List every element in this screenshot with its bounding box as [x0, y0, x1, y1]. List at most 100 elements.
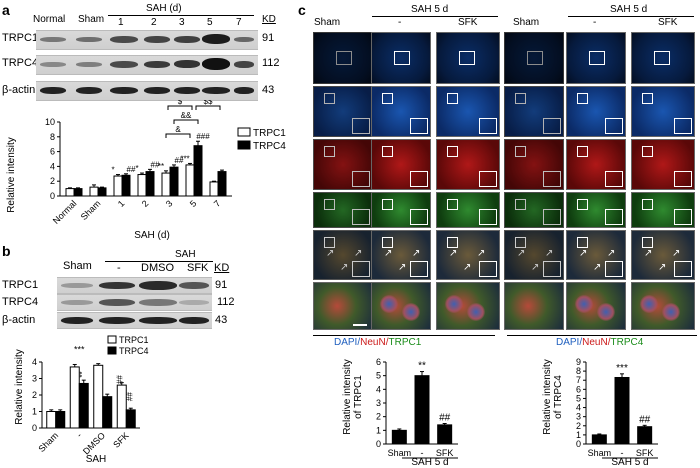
legend-swatch — [237, 127, 251, 137]
significance-mark: ** — [158, 162, 164, 171]
y-tick-label: 4 — [32, 357, 37, 367]
micrograph-neun — [631, 139, 695, 190]
bar — [209, 181, 219, 197]
inset-box — [410, 209, 428, 225]
inset-box — [410, 171, 428, 187]
inset-box — [543, 261, 561, 277]
arrow-icon: ↗ — [326, 248, 335, 259]
legend-label: TRPC1 — [253, 128, 286, 139]
arrow-icon: ↗ — [545, 248, 554, 259]
overview-roi-box — [527, 51, 543, 65]
b-row-actin: β-actin — [2, 314, 36, 326]
x-tick-label: Sham — [388, 448, 412, 458]
bar — [169, 166, 179, 197]
arrow-icon: ↗ — [579, 248, 588, 259]
bar — [46, 411, 57, 429]
bracket — [167, 105, 193, 110]
b-row-trpc1: TRPC1 — [2, 279, 39, 291]
bar — [89, 186, 99, 197]
inset-box — [674, 261, 692, 277]
panel-a-label: a — [2, 2, 10, 18]
overview-roi-box — [394, 51, 410, 65]
y-tick-label: 2 — [576, 421, 581, 431]
y-tick-label: 9 — [576, 357, 581, 367]
neuron-cell — [662, 303, 680, 321]
micrograph-merge-zoom — [504, 282, 564, 330]
b-kd-actin: 43 — [215, 314, 228, 326]
bar — [93, 364, 104, 429]
neuron-cell — [467, 303, 485, 321]
inset-box — [479, 171, 497, 187]
roi-box — [324, 93, 335, 104]
bar — [145, 171, 155, 197]
arrow-icon: ↗ — [384, 248, 393, 259]
inset-box — [352, 118, 370, 134]
micrograph-merge: ↗ ↗ ↗ — [371, 230, 431, 280]
x-tick-label: DMSO — [81, 430, 107, 456]
b-kd-header: KD — [214, 262, 230, 274]
b-kd-trpc1: 91 — [215, 279, 228, 291]
b-col-sham: Sham — [63, 260, 92, 272]
bracket-label: $ — [178, 100, 183, 106]
roi-box — [447, 199, 458, 210]
bar — [437, 424, 453, 445]
y-tick-label: 7 — [576, 375, 581, 385]
significance-mark: ## — [151, 160, 160, 169]
inset-box — [543, 171, 561, 187]
micrograph-merge: ↗ ↗ ↗ — [436, 230, 500, 280]
overview-roi-box — [654, 51, 670, 65]
bar — [73, 188, 83, 197]
significance-mark: ** — [418, 361, 426, 372]
b-group-header: SAH — [175, 249, 196, 260]
caption-neun: NeuN — [360, 337, 386, 348]
a-kd-header: KD — [262, 14, 276, 25]
x-tick-label: 7 — [212, 198, 223, 209]
y-tick-label: 4 — [50, 161, 55, 171]
b-col-dmso: DMSO — [141, 262, 174, 274]
significance-mark: ** — [78, 371, 87, 377]
legend-label: TRPC4 — [119, 346, 149, 356]
micrograph-neun — [436, 139, 500, 190]
a-kd-trpc4: 112 — [262, 57, 280, 69]
b-blot-actin — [57, 312, 212, 329]
neuron-cell — [380, 295, 398, 313]
caption-sep-2: / — [607, 337, 611, 348]
bracket — [195, 105, 221, 110]
y-tick-label: 1 — [576, 430, 581, 440]
a-blot-trpc4 — [36, 55, 258, 75]
x-tick-label: SFK — [111, 430, 130, 449]
micrograph-merge: ↗ ↗ ↗ — [313, 230, 373, 280]
inset-box — [479, 261, 497, 277]
roi-box — [642, 146, 653, 157]
micrograph-dapi — [371, 86, 431, 137]
neuron-cell — [640, 295, 658, 313]
inset-box — [352, 261, 370, 277]
x-tick-label: 1 — [116, 198, 127, 209]
legend-label: TRPC4 — [253, 141, 286, 152]
a-col-normal: Normal — [33, 14, 66, 25]
roi-box — [447, 93, 458, 104]
bracket-label: $$ — [204, 100, 213, 106]
b-blot-trpc1 — [57, 277, 212, 294]
a-kd-trpc1: 91 — [262, 32, 275, 44]
roi-box — [515, 237, 526, 248]
c2-ylabel-2: of TRPC4 — [553, 375, 564, 419]
significance-mark: *** — [180, 154, 189, 163]
c-right-group: SAH 5 d — [610, 4, 648, 15]
arrow-icon: ↗ — [354, 248, 363, 259]
bracket — [165, 133, 191, 138]
inset-box — [352, 171, 370, 187]
bar — [637, 426, 653, 445]
arrow-icon: ↗ — [412, 248, 421, 259]
micrograph-neun — [504, 139, 564, 190]
bar — [414, 375, 430, 445]
arrow-icon: ↗ — [531, 262, 540, 273]
caption-sep: / — [385, 337, 389, 348]
y-tick-label: 8 — [576, 366, 581, 376]
bar — [113, 175, 123, 197]
bar — [97, 187, 107, 197]
significance-mark: * — [135, 164, 138, 173]
b-row-trpc4: TRPC4 — [2, 296, 39, 308]
c-right-minus: - — [593, 17, 597, 28]
x-tick-label: - — [621, 448, 624, 458]
